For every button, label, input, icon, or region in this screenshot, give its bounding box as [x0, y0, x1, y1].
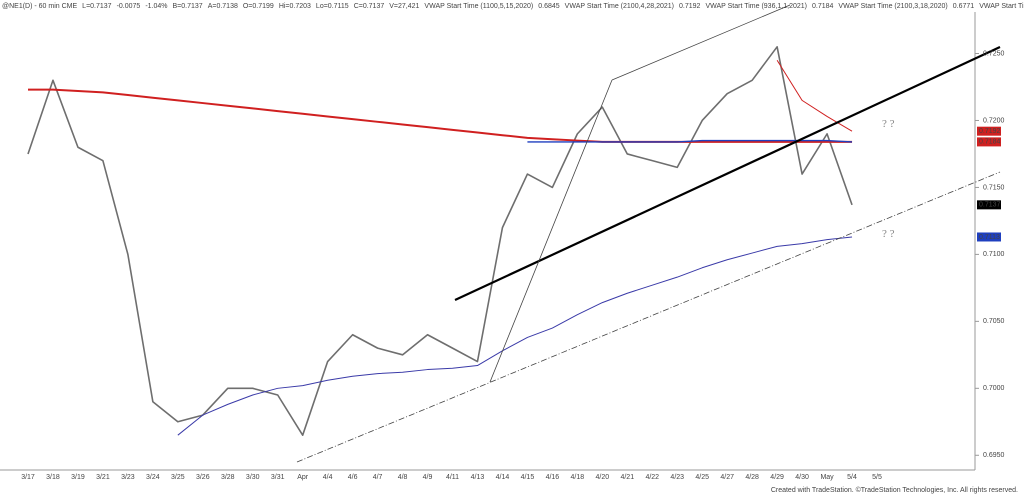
header-item: B=0.7137: [173, 3, 203, 10]
header-item: C=0.7137: [354, 3, 385, 10]
trendline: [489, 79, 613, 383]
y-tick-label: 0.7050: [983, 318, 1005, 325]
x-tick-label: 3/24: [146, 474, 160, 481]
y-tick-label: 0.6950: [983, 452, 1005, 459]
x-tick-label: 4/16: [546, 474, 560, 481]
x-tick-label: 3/18: [46, 474, 60, 481]
y-tick-label: 0.7200: [983, 117, 1005, 124]
header-item: 0.7184: [812, 3, 834, 10]
series-line: [27, 46, 853, 436]
price-label: 0.7137: [979, 202, 1001, 209]
price-label-box: [977, 232, 1001, 242]
header-item: A=0.7138: [208, 3, 238, 10]
x-tick-label: 4/29: [770, 474, 784, 481]
price-label-box: [977, 200, 1001, 210]
y-tick-label: 0.7000: [983, 385, 1005, 392]
x-tick-label: 3/31: [271, 474, 285, 481]
header-item: O=0.7199: [243, 3, 274, 10]
x-tick-label: Apr: [297, 474, 309, 481]
x-tick-label: May: [820, 474, 834, 481]
header-item: 0.7192: [679, 3, 701, 10]
x-tick-label: 4/6: [348, 474, 358, 481]
y-tick-label: 0.7250: [983, 50, 1005, 57]
x-tick-label: 4/9: [423, 474, 433, 481]
x-tick-label: 4/18: [571, 474, 585, 481]
x-tick-label: 3/19: [71, 474, 85, 481]
x-tick-label: 5/5: [872, 474, 882, 481]
x-tick-label: 3/17: [21, 474, 35, 481]
header-item: -1.04%: [145, 3, 167, 10]
price-label-box: [977, 126, 1001, 136]
x-tick-label: 4/25: [695, 474, 709, 481]
x-tick-label: 3/25: [171, 474, 185, 481]
x-tick-label: 4/22: [645, 474, 659, 481]
x-tick-label: 4/11: [446, 474, 459, 481]
trendline: [454, 46, 1001, 301]
header-item: -0.0075: [117, 3, 141, 10]
trendline: [296, 171, 1001, 463]
x-tick-label: 3/23: [121, 474, 135, 481]
footer: Created with TradeStation. ©TradeStation…: [771, 486, 1018, 494]
x-tick-label: 3/26: [196, 474, 210, 481]
header-item: VWAP Start Time (2100,3,18,2020): [838, 3, 947, 10]
y-tick-label: 0.7100: [983, 251, 1005, 258]
x-tick-label: 3/28: [221, 474, 235, 481]
price-label: 0.7184: [979, 139, 1001, 146]
x-tick-label: 4/14: [496, 474, 510, 481]
x-tick-label: 4/20: [596, 474, 610, 481]
x-tick-label: 5/4: [847, 474, 857, 481]
header-item: Hi=0.7203: [279, 3, 311, 10]
x-tick-label: 4/7: [373, 474, 383, 481]
price-label: 0.7113: [979, 234, 1000, 241]
header-item: VWAP Start Time (936,1,1,2021): [705, 3, 807, 10]
x-tick-label: 4/4: [323, 474, 333, 481]
x-tick-label: 4/23: [670, 474, 684, 481]
header-item: Lo=0.7115: [316, 3, 349, 10]
x-tick-label: 4/21: [620, 474, 634, 481]
x-tick-label: 4/15: [521, 474, 535, 481]
y-tick-label: 0.7150: [983, 184, 1005, 191]
x-tick-label: 4/28: [745, 474, 759, 481]
x-tick-label: 4/27: [720, 474, 734, 481]
series-line: [776, 59, 853, 132]
series-line: [177, 236, 853, 436]
x-tick-label: 3/30: [246, 474, 260, 481]
header-item: V=27,421: [389, 3, 419, 10]
header-item: 0.6845: [538, 3, 560, 10]
series-layer: [27, 46, 853, 436]
x-tick-label: 4/8: [398, 474, 408, 481]
header-item: L=0.7137: [82, 3, 111, 10]
trendline: [611, 4, 791, 81]
header-item: VWAP Start Time (1100,3,25,2021): [979, 3, 1024, 10]
header-item: 0.6771: [953, 3, 975, 10]
header-item: @NE1(D) - 60 min CME: [2, 3, 78, 10]
x-tick-label: 4/13: [471, 474, 485, 481]
x-tick-label: 3/21: [96, 474, 110, 481]
x-tick-label: 4/30: [795, 474, 809, 481]
annotation: ? ?: [882, 118, 895, 130]
header-item: VWAP Start Time (1100,5,15,2020): [424, 3, 533, 10]
annotation: ? ?: [882, 228, 895, 240]
price-label: 0.7192: [979, 128, 1001, 135]
series-line: [28, 88, 853, 143]
price-label-box: [977, 137, 1001, 147]
header-item: VWAP Start Time (2100,4,28,2021): [565, 3, 674, 10]
